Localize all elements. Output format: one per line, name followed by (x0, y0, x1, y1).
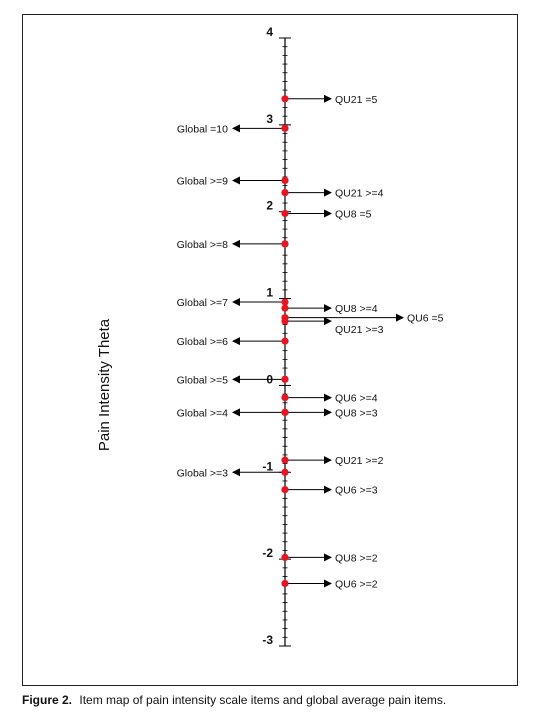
item-label: QU8 >=2 (335, 552, 378, 564)
global-marker (281, 298, 289, 306)
global-marker (281, 124, 289, 132)
item-marker (281, 579, 289, 588)
tick-label: 1 (266, 286, 273, 300)
item-marker (281, 95, 289, 103)
item-marker (281, 189, 289, 197)
item-marker (281, 304, 289, 312)
item-label: QU6 =5 (407, 313, 444, 325)
global-label: Global >=7 (177, 297, 229, 309)
tick-label: 2 (266, 199, 273, 213)
tick-label: 3 (266, 112, 273, 126)
figure-caption: Figure 2. Item map of pain intensity sca… (22, 693, 532, 707)
global-label: Global >=3 (177, 467, 229, 479)
global-marker (281, 468, 289, 476)
global-marker (281, 375, 289, 383)
item-label: QU8 >=4 (335, 303, 378, 315)
item-marker (281, 553, 289, 562)
item-label: QU21 >=3 (335, 324, 384, 336)
tick-label: 4 (266, 25, 273, 39)
axis-title: Pain Intensity Theta (96, 318, 113, 451)
item-label: QU6 >=2 (335, 578, 378, 590)
item-marker (281, 456, 289, 464)
tick-label: -2 (262, 546, 273, 560)
global-label: Global >=4 (177, 407, 229, 419)
caption-text: Item map of pain intensity scale items a… (79, 693, 447, 707)
item-marker (281, 317, 289, 325)
item-label: QU21 =5 (335, 94, 377, 106)
global-label: Global >=6 (177, 336, 229, 348)
global-label: Global =10 (177, 123, 228, 135)
item-marker (281, 393, 289, 402)
item-marker (281, 209, 289, 218)
global-label: Global >=5 (177, 374, 229, 386)
global-marker (281, 337, 289, 345)
global-label: Global >=9 (177, 175, 229, 187)
item-label: QU6 >=4 (335, 393, 378, 405)
item-label: QU8 >=3 (335, 407, 378, 419)
item-label: QU21 >=4 (335, 188, 384, 200)
tick-label: -3 (262, 633, 273, 647)
global-marker (281, 176, 289, 185)
caption-label: Figure 2. (22, 693, 73, 707)
tick-label: -1 (262, 459, 273, 473)
global-label: Global >=8 (177, 239, 229, 251)
item-label: QU6 >=3 (335, 485, 378, 497)
figure-frame: Pain Intensity Theta -3 -2 -1 0 1 2 3 4 QU21 =5 QU… (22, 14, 518, 686)
item-label: QU21 >=2 (335, 455, 384, 467)
item-marker (281, 486, 289, 494)
global-marker (281, 240, 289, 248)
item-label: QU8 =5 (335, 208, 372, 220)
global-marker (281, 408, 289, 416)
